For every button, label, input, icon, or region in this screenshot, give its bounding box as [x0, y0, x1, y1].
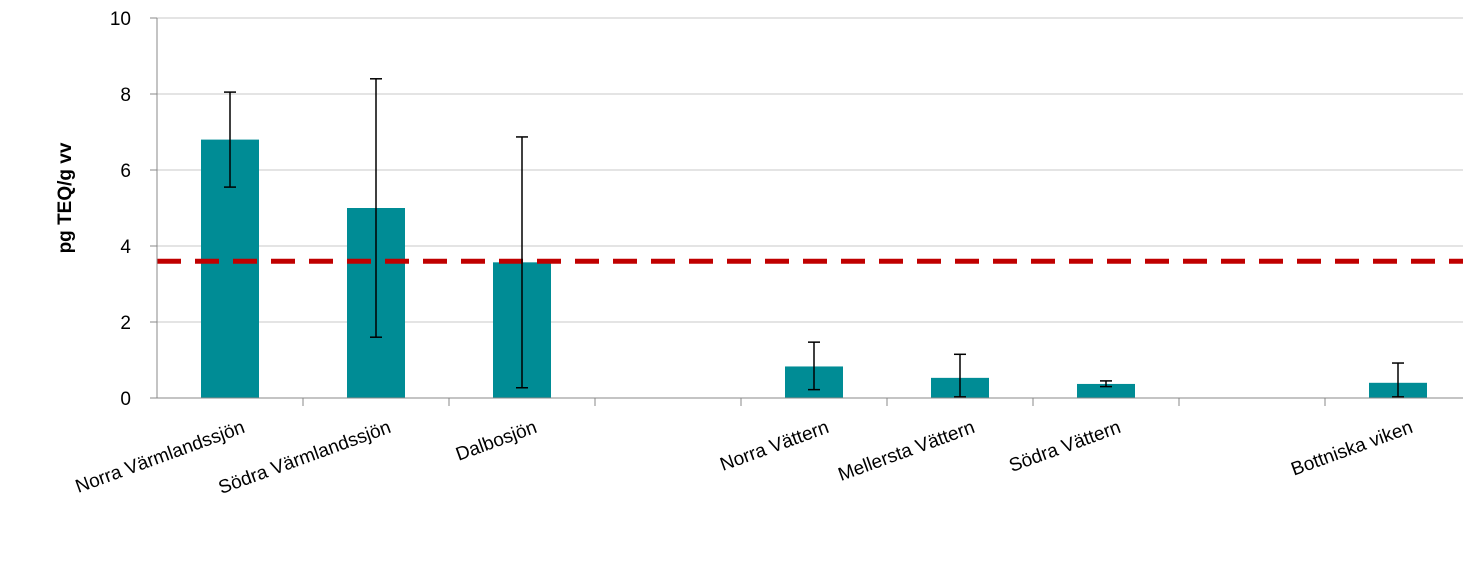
- x-tick-label: Norra Vättern: [717, 417, 831, 476]
- y-tick-label: 0: [120, 389, 131, 410]
- error-bars: [224, 78, 1404, 398]
- bar: [1077, 383, 1135, 398]
- x-tick-label: Dalbosjön: [453, 417, 540, 466]
- y-axis-title: pg TEQ/g vv: [55, 142, 76, 253]
- axes: [150, 17, 1463, 406]
- y-tick-label: 6: [120, 161, 131, 182]
- x-tick-label: Södra Vättern: [1006, 417, 1123, 477]
- y-tick-label: 4: [120, 237, 131, 258]
- y-tick-label: 2: [120, 313, 131, 334]
- x-tick-label: Mellersta Vättern: [836, 417, 978, 486]
- y-tick-label: 8: [120, 85, 131, 106]
- x-tick-label: Bottniska viken: [1288, 417, 1415, 480]
- y-tick-label: 10: [110, 9, 131, 30]
